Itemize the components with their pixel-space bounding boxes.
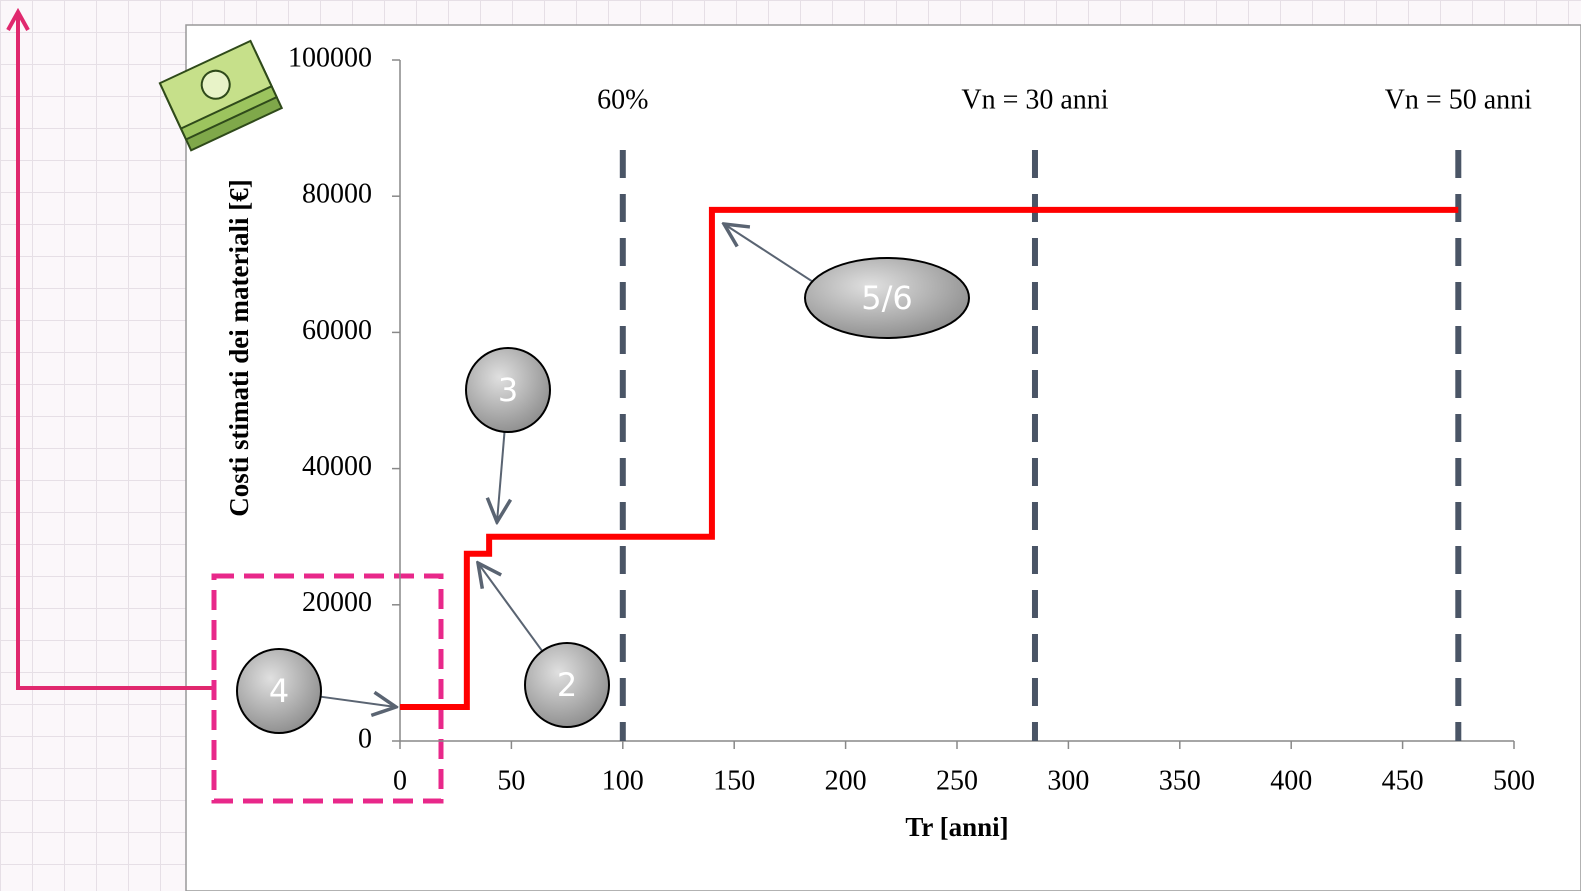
y-tick-label: 60000 bbox=[302, 315, 372, 346]
pink-arrow bbox=[16, 14, 215, 690]
reference-label: 60% bbox=[597, 84, 648, 115]
callout-bubble bbox=[524, 642, 610, 728]
x-axis-title: Tr [anni] bbox=[905, 812, 1008, 842]
callout-bubble bbox=[465, 347, 551, 433]
x-tick-label: 150 bbox=[713, 765, 755, 796]
x-tick-label: 200 bbox=[825, 765, 867, 796]
y-axis-title: Costi stimati dei materiali [€] bbox=[224, 179, 254, 516]
callout-arrow bbox=[497, 431, 505, 522]
y-tick-label: 20000 bbox=[302, 587, 372, 618]
x-tick-label: 50 bbox=[497, 765, 525, 796]
x-tick-label: 400 bbox=[1270, 765, 1312, 796]
data-line bbox=[400, 206, 1459, 710]
y-tick-label: 0 bbox=[358, 723, 372, 754]
y-tick-label: 80000 bbox=[302, 179, 372, 210]
x-tick-label: 300 bbox=[1047, 765, 1089, 796]
x-tick-label: 500 bbox=[1493, 765, 1535, 796]
x-tick-label: 0 bbox=[393, 765, 407, 796]
y-tick-label: 100000 bbox=[288, 42, 372, 73]
reference-label: Vn = 50 anni bbox=[1385, 84, 1532, 115]
callout-arrow bbox=[478, 563, 544, 652]
callout-bubble bbox=[804, 257, 970, 339]
highlight-box bbox=[211, 573, 444, 804]
callout-bubble bbox=[236, 648, 322, 734]
callout-label: 4 bbox=[269, 672, 289, 710]
callout-arrow bbox=[320, 697, 396, 707]
callout-label: 3 bbox=[498, 371, 518, 409]
y-tick-label: 40000 bbox=[302, 451, 372, 482]
x-tick-label: 100 bbox=[602, 765, 644, 796]
chart-area bbox=[185, 24, 1581, 891]
money-icon bbox=[158, 39, 284, 152]
callout-label: 2 bbox=[557, 666, 577, 704]
callout-label: 5/6 bbox=[861, 279, 913, 317]
x-tick-label: 450 bbox=[1382, 765, 1424, 796]
reference-label: Vn = 30 anni bbox=[961, 84, 1108, 115]
callout-arrow bbox=[724, 224, 813, 283]
x-tick-label: 250 bbox=[936, 765, 978, 796]
pink-arrow-head bbox=[6, 7, 30, 31]
x-tick-label: 350 bbox=[1159, 765, 1201, 796]
